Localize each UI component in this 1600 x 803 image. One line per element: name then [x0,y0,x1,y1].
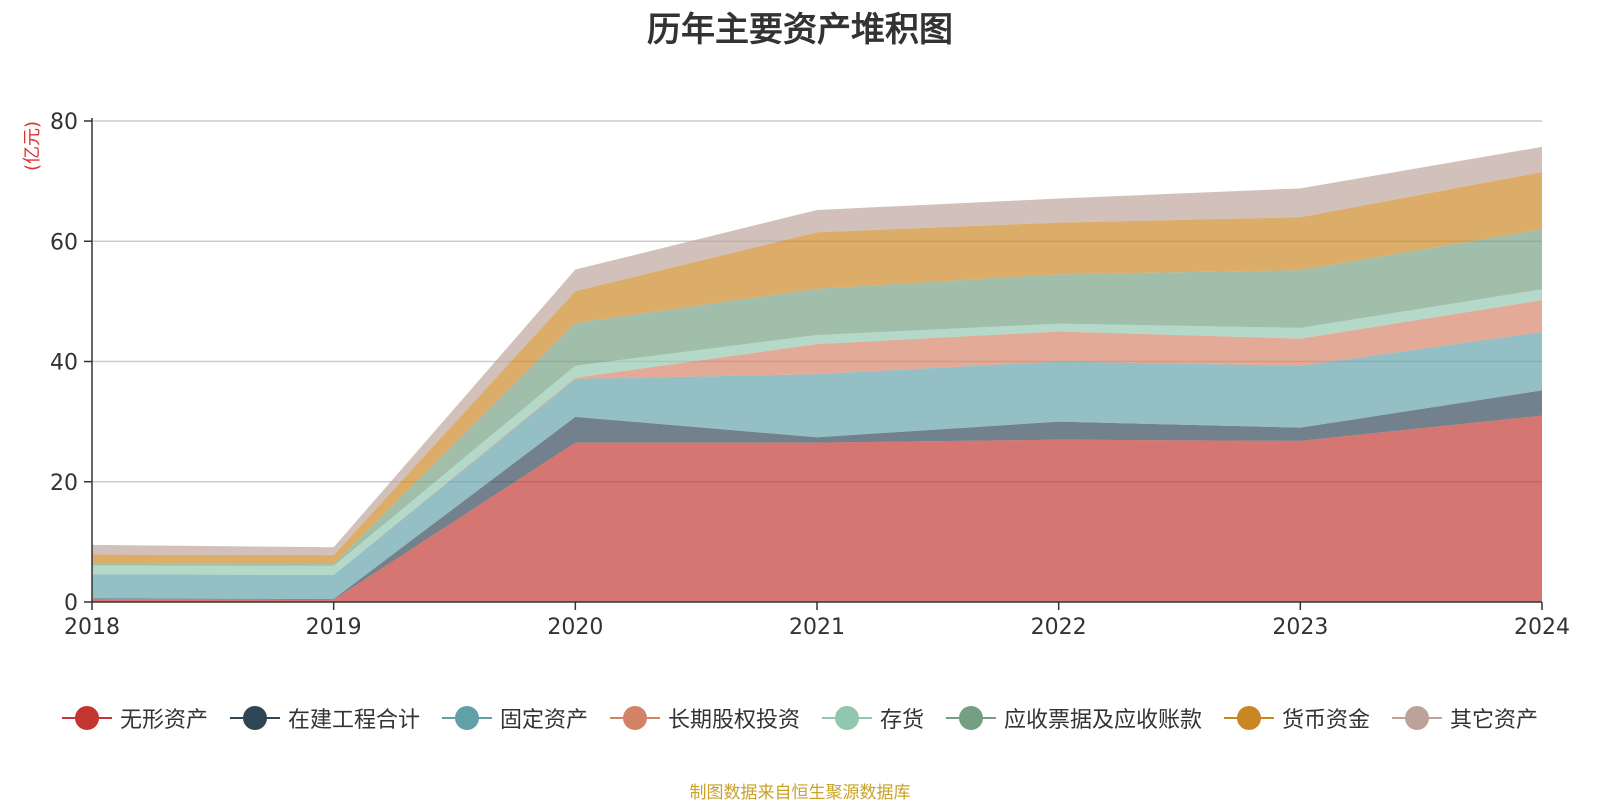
chart-plot: 0 20 40 60 80 2018 2019 2020 2021 2022 2023 2024 (亿元… [22,110,1570,640]
legend-label: 应收票据及应收账款 [1004,708,1203,733]
legend-marker-icon [946,706,997,730]
legend-marker-icon [441,706,492,730]
x-tick-label: 2023 [1272,615,1328,640]
legend-label: 固定资产 [499,708,588,733]
x-tick-label: 2018 [64,615,120,640]
x-tick-label: 2022 [1031,615,1087,640]
legend-item-0[interactable]: 无形资产 [61,702,208,734]
legend-label: 无形资产 [119,708,208,733]
legend-label: 存货 [880,708,925,733]
legend-label: 其它资产 [1450,708,1539,733]
legend-item-3[interactable]: 长期股权投资 [609,702,800,734]
legend-marker-icon [61,706,112,730]
y-tick-label: 60 [50,230,78,255]
source-note: 制图数据来自恒生聚源数据库 [689,783,911,803]
legend-label: 长期股权投资 [667,708,800,733]
legend-label: 货币资金 [1282,708,1371,733]
legend-marker-icon [229,706,280,730]
area-series-5[interactable] [92,229,1542,566]
legend-item-4[interactable]: 存货 [822,702,924,734]
y-tick-label: 40 [50,351,78,376]
legend-item-7[interactable]: 其它资产 [1392,702,1538,734]
y-axis-unit-label: (亿元) [22,121,43,171]
area-series-7[interactable] [92,146,1542,556]
area-series-6[interactable] [92,172,1542,565]
legend: 无形资产 在建工程合计 固定资产 长期股权投资 存货 应收票据及应收账款 货币资金 其它资产 [0,700,1600,736]
area-series-4[interactable] [92,289,1542,575]
legend-marker-icon [822,706,872,730]
legend-item-2[interactable]: 固定资产 [441,702,588,734]
x-tick-label: 2021 [789,615,845,640]
legend-label: 在建工程合计 [287,708,420,733]
y-tick-label: 0 [64,591,78,616]
legend-item-6[interactable]: 货币资金 [1224,702,1370,734]
legend-marker-icon [609,706,660,730]
x-tick-label: 2019 [306,615,362,640]
legend-marker-icon [1392,706,1443,730]
legend-item-1[interactable]: 在建工程合计 [229,702,420,734]
legend-item-5[interactable]: 应收票据及应收账款 [946,702,1202,734]
area-series-0[interactable] [92,415,1542,602]
chart-title: 历年主要资产堆积图 [647,10,953,50]
y-tick-label: 20 [50,471,78,496]
x-tick-label: 2024 [1514,615,1570,640]
area-series-2[interactable] [92,332,1542,599]
y-tick-label: 80 [50,110,78,135]
axes: 0 20 40 60 80 2018 2019 2020 2021 2022 2023 2024 (亿元… [22,110,1570,640]
x-tick-label: 2020 [547,615,603,640]
area-series-3[interactable] [92,300,1542,575]
stacked-areas [92,146,1542,602]
legend-marker-icon [1224,706,1275,730]
